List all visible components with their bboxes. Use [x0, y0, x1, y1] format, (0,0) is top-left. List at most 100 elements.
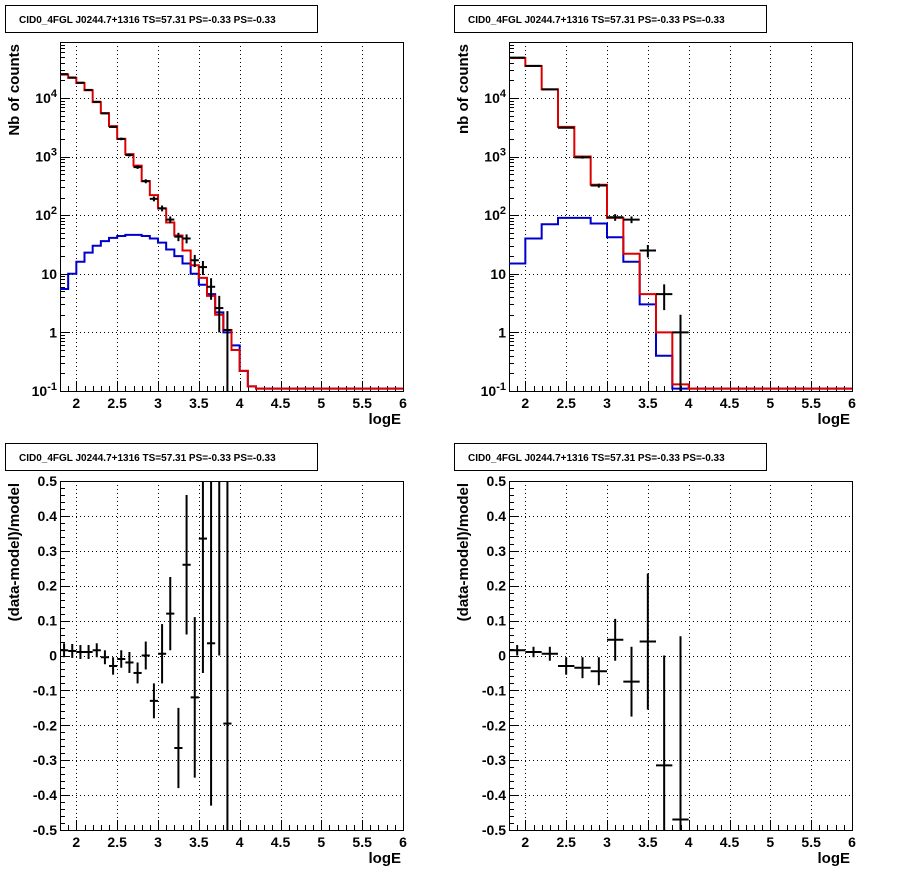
residual-point [672, 636, 689, 830]
chart-panel-1: CID0_4FGL J0244.7+1316 TS=57.31 PS=-0.33… [5, 5, 407, 428]
data-point [68, 76, 77, 79]
residual-point [109, 657, 118, 675]
y-tick-label: 0.4 [487, 508, 507, 524]
y-tick-label: 0 [49, 648, 57, 664]
residual-point [639, 573, 656, 710]
y-tick-label: 0.2 [38, 578, 58, 594]
chart-title-box: CID0_4FGL J0244.7+1316 TS=57.31 PS=-0.33… [454, 443, 767, 471]
y-axis [60, 481, 70, 831]
x-tick-label: 5 [766, 395, 774, 411]
y-tick-label-base: 10 [484, 207, 500, 223]
x-tick-label: 3.5 [189, 834, 209, 850]
x-tick-label: 4.5 [720, 395, 740, 411]
data-point [182, 234, 191, 244]
y-axis-label: nb of counts [455, 44, 472, 134]
y-tick-label: 0 [498, 648, 506, 664]
data-point [141, 179, 150, 184]
y-axis [60, 42, 70, 392]
x-axis [60, 820, 404, 830]
x-tick-label: 4 [685, 395, 693, 411]
data-point [509, 56, 526, 59]
residual-point [590, 657, 607, 686]
x-tick-label: 5.5 [801, 395, 821, 411]
y-tick-label: -0.3 [33, 752, 57, 768]
chart-title-box: CID0_4FGL J0244.7+1316 TS=57.31 PS=-0.33… [5, 443, 318, 471]
x-tick-label: 2 [72, 834, 80, 850]
y-axis-label: Nb of counts [6, 44, 23, 136]
x-axis-label: logE [369, 850, 402, 867]
y-tick-label: -0.3 [482, 752, 506, 768]
y-tick-label: -0.4 [482, 787, 506, 803]
x-tick-label: 2.5 [556, 395, 576, 411]
histogram-series-model-red [60, 73, 403, 390]
y-tick-label: -0.2 [33, 717, 57, 733]
plot-area [509, 573, 689, 830]
residual-point [76, 645, 85, 659]
y-tick-label: 10 [41, 266, 57, 282]
y-tick-label-base: 10 [35, 207, 51, 223]
title-frame [454, 5, 767, 33]
x-tick-label: 3 [154, 395, 162, 411]
grid [60, 481, 403, 830]
data-point [109, 125, 118, 128]
y-tick-label: 103 [484, 147, 506, 165]
residual-point [166, 576, 175, 651]
residual-point [574, 657, 591, 679]
y-axis [509, 481, 519, 831]
y-tick-label-base: 10 [32, 383, 48, 399]
x-tick-label: 2 [72, 395, 80, 411]
y-tick-label-exp: 3 [51, 147, 57, 159]
histogram-series-model-blue [60, 233, 403, 390]
residual-point [141, 641, 150, 670]
y-tick-label: 0.2 [487, 578, 507, 594]
chart-title: CID0_4FGL J0244.7+1316 TS=57.31 PS=-0.33… [468, 453, 725, 464]
y-tick-label: 10-1 [32, 381, 57, 399]
data-point [100, 112, 109, 115]
x-axis-label: logE [369, 411, 402, 428]
residual-point [182, 494, 191, 635]
y-tick-label: -0.5 [482, 822, 506, 838]
data-point [656, 284, 673, 311]
x-tick-label: 4 [236, 395, 244, 411]
x-axis-label: logE [818, 411, 851, 428]
residual-point [509, 645, 526, 656]
residual-point [68, 643, 77, 658]
y-axis-label: (data-model)/model [455, 483, 472, 621]
data-point [623, 216, 640, 224]
y-tick-label: 1 [498, 324, 506, 340]
data-point [525, 64, 542, 67]
data-point [92, 100, 101, 103]
residual-point [117, 650, 126, 668]
chart-panel-4: CID0_4FGL J0244.7+1316 TS=57.31 PS=-0.33… [454, 443, 856, 867]
data-point [117, 137, 126, 141]
x-tick-label: 2.5 [107, 834, 127, 850]
x-tick-label: 3.5 [638, 395, 658, 411]
data-point [590, 183, 607, 188]
title-frame [5, 443, 318, 471]
residual-point [92, 643, 101, 658]
chart-panel-2: CID0_4FGL J0244.7+1316 TS=57.31 PS=-0.33… [454, 5, 856, 428]
x-tick-label: 4 [685, 834, 693, 850]
x-tick-label: 6 [848, 395, 856, 411]
chart-title-box: CID0_4FGL J0244.7+1316 TS=57.31 PS=-0.33… [454, 5, 767, 33]
y-tick-label-exp: 2 [500, 205, 506, 217]
residual-point [207, 481, 216, 806]
x-tick-label: 5.5 [352, 834, 372, 850]
data-point [174, 232, 183, 242]
x-tick-label: 5 [317, 395, 325, 411]
residual-point [158, 624, 167, 684]
x-tick-label: 4.5 [271, 395, 291, 411]
residual-point [174, 707, 183, 789]
residual-point [100, 650, 109, 665]
data-point [558, 126, 575, 129]
residual-point [133, 662, 142, 684]
y-tick-label-base: 10 [481, 383, 497, 399]
data-point [149, 196, 158, 202]
data-point [84, 88, 93, 91]
data-point [198, 261, 207, 276]
y-tick-label: 0.3 [487, 543, 507, 559]
data-point [541, 88, 558, 91]
data-point [125, 153, 134, 157]
y-tick-label: 10-1 [481, 381, 506, 399]
